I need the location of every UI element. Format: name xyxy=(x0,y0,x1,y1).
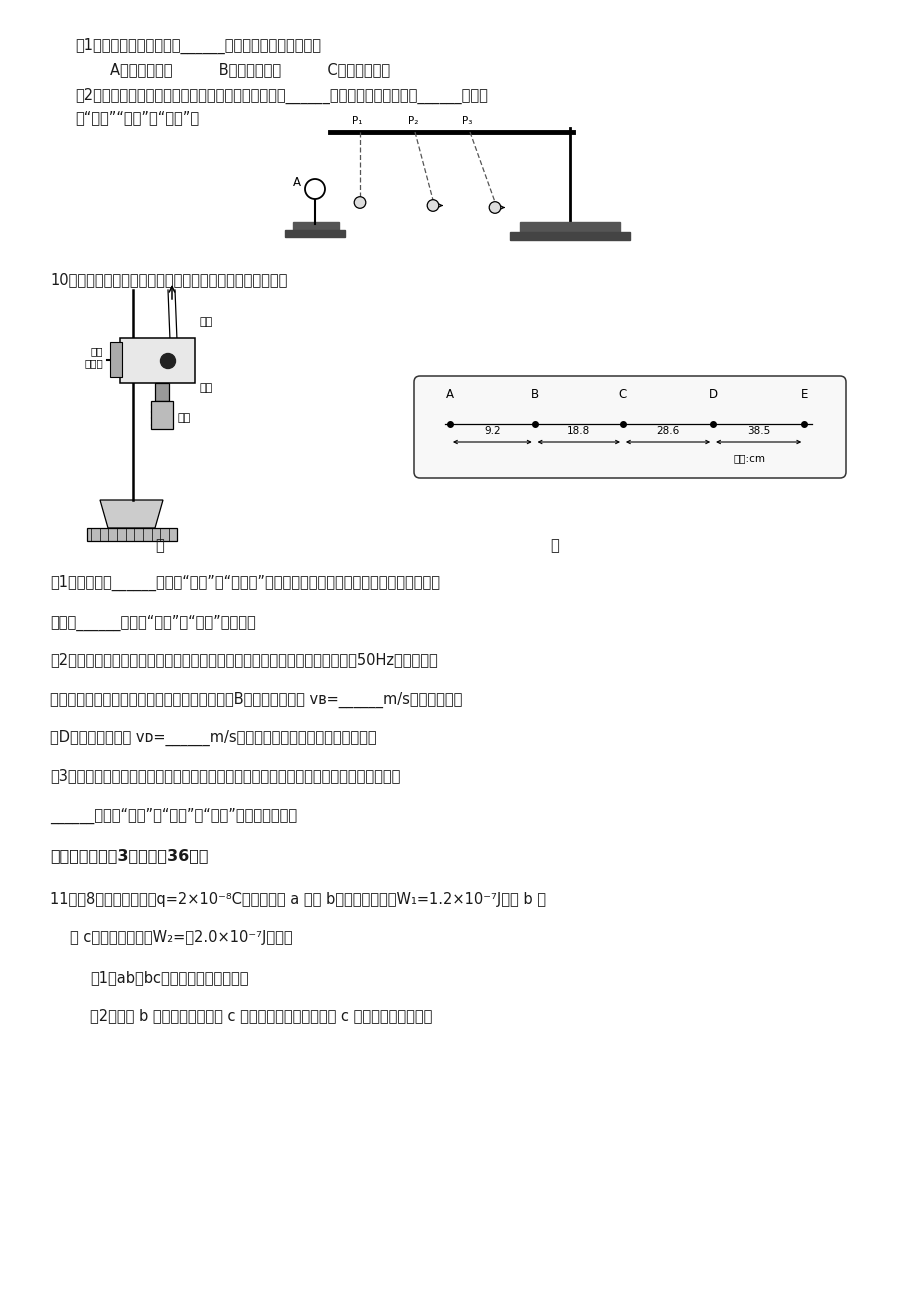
Text: A: A xyxy=(292,176,301,189)
Text: （3）若实验中纸带和打点计时器限位孔间的阻力不能忽略，则测出的重物减少的重力势能: （3）若实验中纸带和打点计时器限位孔间的阻力不能忽略，则测出的重物减少的重力势能 xyxy=(50,768,400,783)
Text: 三、计算题（关3小题，全36分）: 三、计算题（关3小题，全36分） xyxy=(50,848,209,863)
Circle shape xyxy=(160,354,176,368)
Circle shape xyxy=(305,178,324,199)
Text: 甲: 甲 xyxy=(154,538,164,553)
Text: （1）该实验采用的方法是______（填正确选项前的字母）: （1）该实验采用的方法是______（填正确选项前的字母） xyxy=(75,38,321,55)
Text: 夹子: 夹子 xyxy=(199,383,213,393)
Text: 重物: 重物 xyxy=(176,413,190,423)
Text: P₃: P₃ xyxy=(461,116,471,126)
Text: B: B xyxy=(530,388,539,401)
Text: E: E xyxy=(800,388,807,401)
Text: 11．（8分）一个电量为q=2×10⁻⁸C的正电荷从 a 移到 b，电场力做功为W₁=1.2×10⁻⁷J，从 b 移: 11．（8分）一个电量为q=2×10⁻⁸C的正电荷从 a 移到 b，电场力做功为… xyxy=(50,892,545,907)
Circle shape xyxy=(489,202,500,214)
Circle shape xyxy=(354,197,366,208)
Text: A．理想实验法          B．控制变量法          C．等效替代法: A．理想实验法 B．控制变量法 C．等效替代法 xyxy=(110,62,390,77)
Bar xyxy=(292,223,338,230)
Text: 乙: 乙 xyxy=(550,538,558,553)
Text: （2）若以 b 点的电势为零，则 c 点的电势为多少？电荷在 c 点的电势能为多少；: （2）若以 b 点的电势为零，则 c 点的电势为多少？电荷在 c 点的电势能为多… xyxy=(90,1008,432,1023)
Polygon shape xyxy=(100,500,163,529)
Text: C: C xyxy=(618,388,627,401)
Text: 到 c，电场力做功为W₂=－2.0×10⁻⁷J．求：: 到 c，电场力做功为W₂=－2.0×10⁻⁷J．求： xyxy=(70,930,292,945)
FancyBboxPatch shape xyxy=(414,376,845,478)
Bar xyxy=(519,223,619,232)
Text: 单位:cm: 单位:cm xyxy=(733,453,766,464)
Text: 个计数点间还有四个点未画出，则打点计时器打B点时重物的速度 vʙ=______m/s，打点计时器: 个计数点间还有四个点未画出，则打点计时器打B点时重物的速度 vʙ=______m… xyxy=(50,691,462,708)
Text: 打D点时重物的速度 vᴅ=______m/s；（计算结果均保留三位有效数字）: 打D点时重物的速度 vᴅ=______m/s；（计算结果均保留三位有效数字） xyxy=(50,730,376,746)
Text: P₁: P₁ xyxy=(351,116,362,126)
Text: 18.8: 18.8 xyxy=(566,426,590,436)
Text: 10．某同学用如图甲所示的实验装置验证机械能守恒定律。: 10．某同学用如图甲所示的实验装置验证机械能守恒定律。 xyxy=(50,272,287,286)
Text: 填“增大”“减小”或“不变”）: 填“增大”“减小”或“不变”） xyxy=(75,109,199,125)
Bar xyxy=(151,401,173,428)
Text: 38.5: 38.5 xyxy=(746,426,769,436)
Bar xyxy=(154,383,169,401)
Text: P₂: P₂ xyxy=(407,116,418,126)
Circle shape xyxy=(426,199,438,211)
Text: 9.2: 9.2 xyxy=(483,426,500,436)
Text: A: A xyxy=(446,388,453,401)
Text: D: D xyxy=(708,388,717,401)
Bar xyxy=(509,232,630,240)
Text: （1）ab、bc间的电势差各为多少；: （1）ab、bc间的电势差各为多少； xyxy=(90,970,248,986)
Text: ______（选填“大于”或“等于”或“小于”）增加的动能。: ______（选填“大于”或“等于”或“小于”）增加的动能。 xyxy=(50,809,297,824)
Text: 打点
计时器: 打点 计时器 xyxy=(85,346,103,368)
Text: +: + xyxy=(309,182,321,197)
Text: （2）该同学选取如图乙所示的一段纸带，已知打点计时器所用交流电的频率为50Hz，每相邻两: （2）该同学选取如图乙所示的一段纸带，已知打点计时器所用交流电的频率为50Hz，… xyxy=(50,652,437,667)
Bar xyxy=(119,339,195,383)
Bar xyxy=(87,529,176,542)
Text: （1）此实验中______（选填“需要”或“不需要”）测出重物的质量，装置中的打点计时器所用: （1）此实验中______（选填“需要”或“不需要”）测出重物的质量，装置中的打… xyxy=(50,575,439,591)
Bar xyxy=(110,342,122,378)
Bar xyxy=(285,230,345,237)
Text: （2）实验表明，电荷之间的静电力随着距离的增大而______，随着电荷量的增大而______。（均: （2）实验表明，电荷之间的静电力随着距离的增大而______，随着电荷量的增大而… xyxy=(75,89,487,104)
Text: 纸带: 纸带 xyxy=(199,316,213,327)
Text: 电源是______（选填“直流”或“交流”）电源；: 电源是______（选填“直流”或“交流”）电源； xyxy=(50,615,255,631)
Text: 28.6: 28.6 xyxy=(655,426,679,436)
